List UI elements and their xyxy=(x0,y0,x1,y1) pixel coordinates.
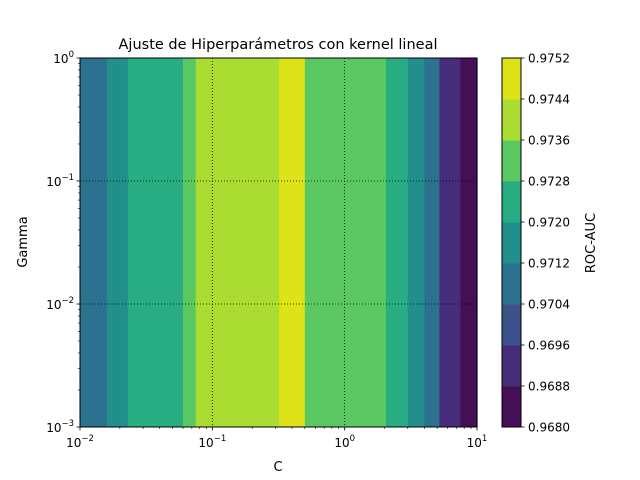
colorbar-swatch-1 xyxy=(502,345,521,387)
grid-lines xyxy=(80,58,477,427)
heatmap-band-1 xyxy=(107,58,129,427)
colorbar-tick-label: 0.9720 xyxy=(528,216,570,230)
colorbar-tick-label: 0.9752 xyxy=(528,52,570,66)
colorbar-swatch-6 xyxy=(502,140,521,182)
heatmap-band-5 xyxy=(279,58,306,427)
colorbar-tick-label: 0.9712 xyxy=(528,257,570,271)
heatmap-band-4 xyxy=(195,58,280,427)
y-tick-exponent: −2 xyxy=(61,296,74,306)
colorbar-tick-label: 0.9736 xyxy=(528,134,570,148)
x-tick-exponent: 0 xyxy=(350,434,355,444)
x-tick-base: 10 xyxy=(198,436,213,450)
x-tick-base: 10 xyxy=(334,436,349,450)
chart-title: Ajuste de Hiperparámetros con kernel lin… xyxy=(119,37,438,53)
x-tick-exponent: −2 xyxy=(81,434,94,444)
colorbar-tick-label: 0.9688 xyxy=(528,380,570,394)
heatmap-band-0 xyxy=(80,58,108,427)
x-tick-label: 101 xyxy=(467,434,488,450)
y-tick-base: 10 xyxy=(46,175,61,189)
x-tick-exponent: 1 xyxy=(482,434,487,444)
heatmap-band-6 xyxy=(304,58,387,427)
x-tick-base: 10 xyxy=(467,436,482,450)
x-tick-label: 10−1 xyxy=(198,434,226,450)
colorbar-frame xyxy=(501,57,522,428)
y-tick-base: 10 xyxy=(53,52,68,66)
x-axis-label: C xyxy=(273,460,282,475)
colorbar-swatch-3 xyxy=(502,263,521,305)
heatmap-band-3 xyxy=(182,58,197,427)
x-tick-exponent: −1 xyxy=(214,434,227,444)
y-tick-label: 10−3 xyxy=(46,419,74,435)
heatmap-band-11 xyxy=(460,58,478,427)
colorbar-label: ROC-AUC xyxy=(584,213,599,273)
y-tick-exponent: −3 xyxy=(61,419,74,429)
heatmap-bands xyxy=(80,58,478,427)
y-axis-label: Gamma xyxy=(16,216,31,267)
x-tick-base: 10 xyxy=(66,436,81,450)
heatmap-band-2 xyxy=(127,58,184,427)
y-tick-label: 100 xyxy=(53,50,74,66)
y-tick-exponent: 0 xyxy=(69,50,74,60)
colorbar-swatch-2 xyxy=(502,304,521,346)
x-tick-label: 100 xyxy=(334,434,355,450)
y-tick-base: 10 xyxy=(46,298,61,312)
y-tick-label: 10−2 xyxy=(46,296,74,312)
colorbar-swatch-0 xyxy=(502,386,521,428)
x-tick-label: 10−2 xyxy=(66,434,94,450)
x-axis-ticks: 10−2 10−1 100 101 xyxy=(66,427,487,450)
colorbar-tick-label: 0.9744 xyxy=(528,93,570,107)
y-tick-label: 10−1 xyxy=(46,173,74,189)
heatmap-band-10 xyxy=(439,58,462,427)
y-tick-exponent: −1 xyxy=(61,173,74,183)
colorbar-ticks: 0.9680 0.9688 0.9696 0.9704 0.9712 0.9720 0.97… xyxy=(521,52,570,435)
heatmap-band-7 xyxy=(385,58,409,427)
colorbar xyxy=(502,58,521,428)
y-tick-base: 10 xyxy=(46,421,61,435)
colorbar-swatch-5 xyxy=(502,181,521,223)
colorbar-tick-label: 0.9696 xyxy=(528,339,570,353)
colorbar-swatch-7 xyxy=(502,99,521,141)
plot-frame xyxy=(79,57,478,428)
colorbar-swatch-8 xyxy=(502,58,521,100)
heatmap-band-9 xyxy=(424,58,441,427)
colorbar-tick-label: 0.9704 xyxy=(528,298,570,312)
heatmap-band-8 xyxy=(407,58,425,427)
colorbar-tick-label: 0.9728 xyxy=(528,175,570,189)
colorbar-swatch-4 xyxy=(502,222,521,264)
colorbar-tick-label: 0.9680 xyxy=(528,421,570,435)
